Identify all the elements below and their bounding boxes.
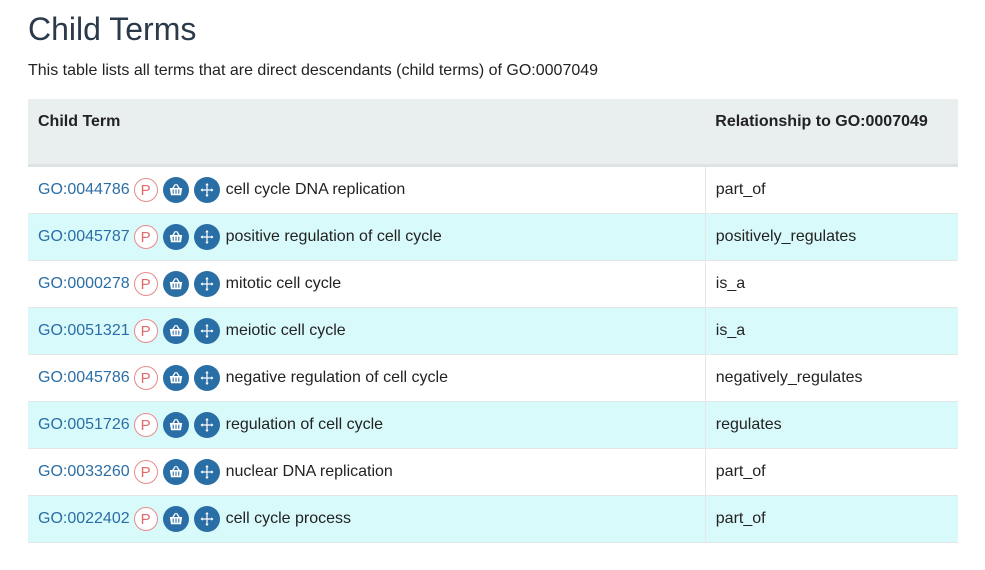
term-name: mitotic cell cycle — [225, 275, 342, 292]
relationship-cell: regulates — [704, 401, 958, 449]
go-term-link[interactable]: GO:0000278 — [38, 275, 130, 292]
child-term-cell: GO:0022402 P cell cycle process — [28, 495, 706, 543]
go-term-link[interactable]: GO:0033260 — [38, 463, 130, 480]
p-badge-button[interactable]: P — [133, 413, 158, 437]
basket-icon[interactable] — [162, 177, 189, 203]
go-term-link[interactable]: GO:0044786 — [38, 181, 130, 198]
hierarchy-icon-glyph — [200, 465, 214, 479]
relationship-cell: positively_regulates — [704, 213, 958, 261]
basket-icon-glyph — [169, 277, 182, 290]
hierarchy-icon-glyph — [200, 371, 214, 385]
hierarchy-icon[interactable] — [193, 177, 220, 203]
basket-icon-glyph — [169, 418, 182, 431]
basket-icon-glyph — [169, 465, 182, 478]
basket-icon-glyph — [169, 512, 182, 525]
basket-icon-glyph — [169, 230, 182, 243]
child-term-cell: GO:0044786 P cell cycle DNA replication — [28, 165, 706, 214]
hierarchy-icon-glyph — [200, 324, 214, 338]
term-name: cell cycle DNA replication — [225, 181, 406, 198]
relationship-cell: is_a — [704, 260, 958, 308]
hierarchy-icon[interactable] — [193, 459, 220, 485]
go-term-link[interactable]: GO:0051726 — [38, 416, 130, 433]
hierarchy-icon-glyph — [200, 230, 214, 244]
table-row: GO:0051726 P regulation of cell cycle — [28, 401, 958, 449]
hierarchy-icon-glyph — [200, 183, 214, 197]
p-badge-button[interactable]: P — [133, 366, 158, 390]
basket-icon[interactable] — [162, 506, 189, 532]
term-name: nuclear DNA replication — [225, 463, 393, 480]
page-title: Child Terms — [28, 11, 197, 47]
term-name: meiotic cell cycle — [225, 322, 346, 339]
go-term-link[interactable]: GO:0045786 — [38, 369, 130, 386]
relationship-cell: part_of — [704, 448, 958, 496]
go-term-link[interactable]: GO:0051321 — [38, 322, 130, 339]
p-badge-button[interactable]: P — [133, 225, 158, 249]
header-relationship: Relationship to GO:0007049 — [705, 99, 958, 167]
term-name: positive regulation of cell cycle — [225, 228, 442, 245]
basket-icon-glyph — [169, 183, 182, 196]
table-body: GO:0044786 P cell cycle DNA replication — [28, 165, 958, 543]
table-row: GO:0051321 P meiotic cell cycle — [28, 307, 958, 355]
child-term-cell: GO:0033260 P nuclear DNA replication — [28, 448, 706, 496]
hierarchy-icon[interactable] — [193, 224, 220, 250]
child-term-cell: GO:0045786 P negative regulation of cel — [28, 354, 706, 402]
hierarchy-icon-glyph — [200, 512, 214, 526]
p-badge-button[interactable]: P — [133, 178, 158, 202]
p-badge-button[interactable]: P — [133, 272, 158, 296]
header-child-term: Child Term — [28, 99, 706, 167]
basket-icon[interactable] — [162, 412, 189, 438]
p-badge-button[interactable]: P — [133, 507, 158, 531]
basket-icon-glyph — [169, 324, 182, 337]
page-description: This table lists all terms that are dire… — [28, 62, 599, 79]
relationship-cell: part_of — [704, 165, 958, 214]
hierarchy-icon-glyph — [200, 277, 214, 291]
go-term-link[interactable]: GO:0022402 — [38, 510, 130, 527]
relationship-cell: is_a — [704, 307, 958, 355]
child-term-cell: GO:0051726 P regulation of cell cycle — [28, 401, 706, 449]
basket-icon[interactable] — [162, 459, 189, 485]
child-term-cell: GO:0051321 P meiotic cell cycle — [28, 307, 706, 355]
hierarchy-icon[interactable] — [193, 365, 220, 391]
table-row: GO:0045787 P positive regulation of cel — [28, 213, 958, 261]
table-row: GO:0000278 P mitotic cell cycle — [28, 260, 958, 308]
basket-icon[interactable] — [162, 318, 189, 344]
table-header-row: Child Term Relationship to GO:0007049 — [28, 99, 958, 167]
relationship-cell: negatively_regulates — [704, 354, 958, 402]
term-name: regulation of cell cycle — [225, 416, 384, 433]
p-badge-button[interactable]: P — [133, 319, 158, 343]
basket-icon[interactable] — [162, 224, 189, 250]
child-term-cell: GO:0000278 P mitotic cell cycle — [28, 260, 706, 308]
table-row: GO:0022402 P cell cycle process — [28, 495, 958, 543]
child-terms-table: Child Term Relationship to GO:0007049 GO… — [28, 99, 958, 543]
go-term-link[interactable]: GO:0045787 — [38, 228, 130, 245]
term-name: negative regulation of cell cycle — [225, 369, 448, 386]
hierarchy-icon[interactable] — [193, 506, 220, 532]
child-term-cell: GO:0045787 P positive regulation of cel — [28, 213, 706, 261]
p-badge-button[interactable]: P — [133, 460, 158, 484]
basket-icon[interactable] — [162, 365, 189, 391]
table-row: GO:0044786 P cell cycle DNA replication — [28, 165, 958, 214]
basket-icon-glyph — [169, 371, 182, 384]
hierarchy-icon[interactable] — [193, 412, 220, 438]
relationship-cell: part_of — [704, 495, 958, 543]
term-name: cell cycle process — [225, 510, 351, 527]
hierarchy-icon[interactable] — [193, 318, 220, 344]
table-row: GO:0033260 P nuclear DNA replication — [28, 448, 958, 496]
basket-icon[interactable] — [162, 271, 189, 297]
table-row: GO:0045786 P negative regulation of cel — [28, 354, 958, 402]
hierarchy-icon-glyph — [200, 418, 214, 432]
hierarchy-icon[interactable] — [193, 271, 220, 297]
